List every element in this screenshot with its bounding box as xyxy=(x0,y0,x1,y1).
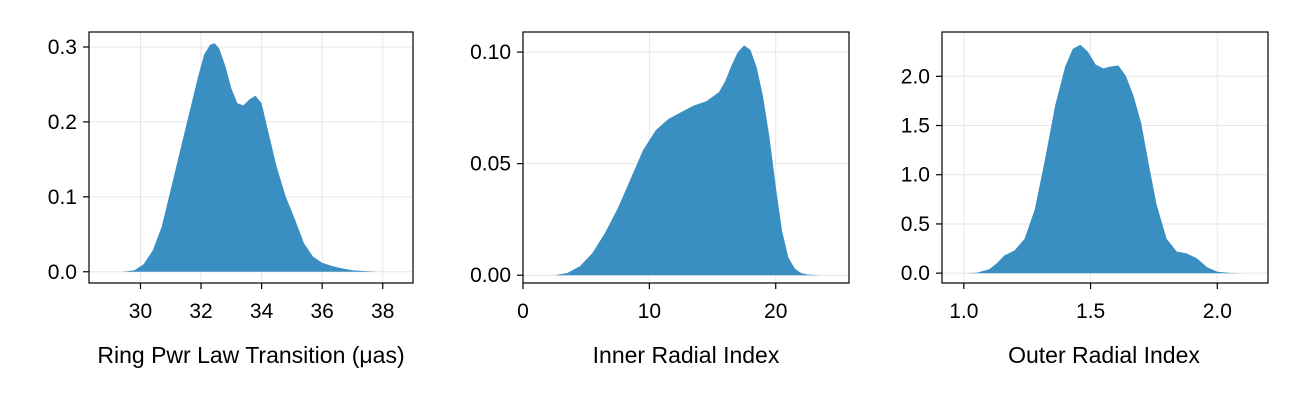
y-tick-label: 0.0 xyxy=(901,262,930,285)
y-tick-label: 2.0 xyxy=(901,65,930,88)
y-tick-label: 0.00 xyxy=(470,264,511,287)
x-tick-label: 0 xyxy=(517,300,529,323)
y-tick-label: 0.0 xyxy=(48,261,77,284)
axes-frame xyxy=(941,31,1269,284)
density-area xyxy=(554,45,820,276)
axes-frame xyxy=(88,31,414,284)
plot-panel-inner-radial-index: Inner Radial Index 0 10 20 0.00 0.05 0.10 xyxy=(470,31,850,368)
y-tick-label: 0.2 xyxy=(48,111,77,134)
x-tick-label: 1.0 xyxy=(949,300,978,323)
density-area xyxy=(963,44,1243,274)
x-tick-label: 2.0 xyxy=(1203,300,1232,323)
x-axis-label: Inner Radial Index xyxy=(593,342,780,368)
axes-frame xyxy=(522,31,850,284)
x-tick-label: 20 xyxy=(764,300,787,323)
x-axis-label: Outer Radial Index xyxy=(1008,342,1200,368)
x-tick-label: 10 xyxy=(638,300,661,323)
x-tick-label: 38 xyxy=(371,300,394,323)
y-tick-label: 0.1 xyxy=(48,186,77,209)
y-tick-label: 0.10 xyxy=(470,41,511,64)
plot-panel-outer-radial-index: Outer Radial Index 1.0 1.5 2.0 0.0 0.5 1.0 1.5… xyxy=(901,31,1269,368)
x-tick-label: 32 xyxy=(189,300,212,323)
y-tick-label: 0.5 xyxy=(901,213,930,236)
y-tick-label: 0.3 xyxy=(48,36,77,59)
x-tick-label: 30 xyxy=(129,300,152,323)
y-tick-label: 1.0 xyxy=(901,164,930,187)
x-tick-label: 1.5 xyxy=(1076,300,1105,323)
y-tick-label: 1.5 xyxy=(901,115,930,138)
plot-panel-ring-pwr-law-transition: Ring Pwr Law Transition (μas) 30 32 34 36 38… xyxy=(48,31,414,368)
x-axis-label: Ring Pwr Law Transition (μas) xyxy=(97,342,404,368)
x-tick-label: 36 xyxy=(310,300,333,323)
x-tick-label: 34 xyxy=(250,300,274,323)
density-area xyxy=(122,43,377,272)
y-tick-label: 0.05 xyxy=(470,153,511,176)
